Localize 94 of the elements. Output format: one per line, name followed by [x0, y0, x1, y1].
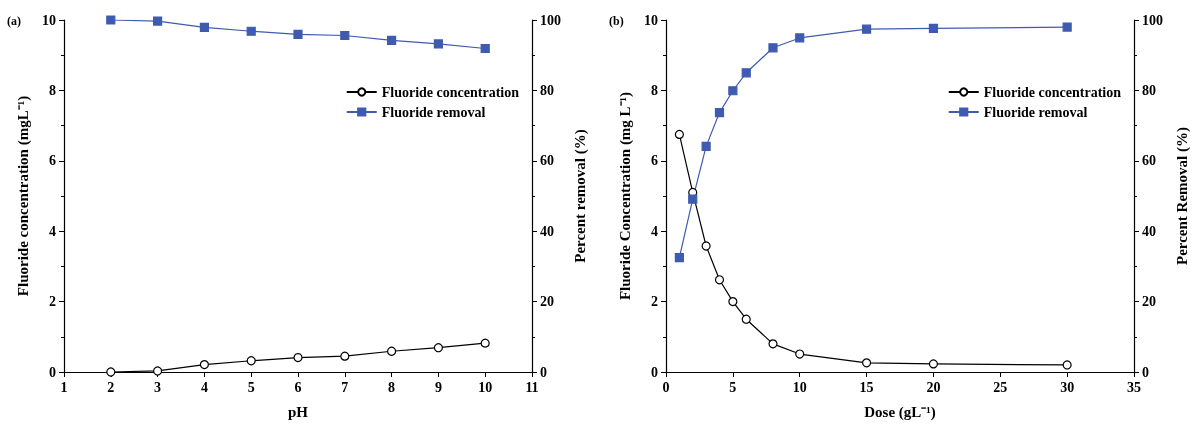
point: [688, 194, 698, 204]
point: [387, 35, 397, 46]
y-axis-title: Fluoride concentration (mgL⁻¹): [14, 95, 32, 297]
x-tick-label: 5: [729, 379, 737, 395]
y2-tick-label: 80: [540, 82, 554, 98]
point: [387, 346, 397, 356]
legend-label: Fluoride removal: [983, 104, 1088, 120]
point: [246, 26, 256, 36]
x-tick-label: 3: [154, 379, 162, 395]
point: [701, 141, 711, 151]
point: [1062, 22, 1072, 32]
point: [480, 43, 490, 54]
x-tick-label: 35: [1127, 379, 1141, 395]
x-axis-title: Dose (gL⁻¹): [864, 403, 936, 421]
legend-label: Fluoride removal: [381, 104, 486, 120]
x-tick-label: 10: [792, 379, 807, 395]
point: [795, 33, 805, 43]
y2-tick-label: 100: [1142, 12, 1163, 28]
point: [433, 39, 443, 49]
x-tick-label: 5: [247, 379, 255, 395]
y-tick-label: 2: [49, 294, 56, 310]
x-tick-label: 7: [341, 379, 349, 395]
x-tick-label: 1: [60, 379, 68, 395]
y2-tick-label: 80: [1142, 82, 1156, 98]
y-tick-label: 10: [42, 12, 56, 28]
x-tick-label: 30: [1060, 379, 1075, 395]
x-tick-label: 15: [859, 379, 874, 395]
y2-tick-label: 40: [540, 223, 554, 239]
point: [714, 107, 725, 118]
point: [1062, 360, 1072, 370]
point: [293, 29, 303, 40]
x-tick-label: 8: [388, 379, 396, 395]
y-tick-label: 8: [49, 82, 56, 98]
x-tick-label: 2: [107, 379, 115, 395]
point: [741, 314, 751, 324]
point: [674, 129, 684, 139]
point: [714, 275, 725, 285]
point: [480, 338, 490, 348]
y-tick-label: 0: [651, 364, 658, 380]
point: [106, 15, 116, 25]
point: [106, 367, 116, 377]
y2-axis-title: Percent Removal (%): [1173, 126, 1191, 266]
y2-axis-title: Percent removal (%): [571, 129, 589, 263]
chart-title: (b): [609, 14, 624, 28]
point: [861, 358, 872, 368]
y-axis-title: Fluoride Concentration (mg L⁻¹): [616, 91, 634, 301]
point: [199, 22, 209, 32]
y-tick-label: 0: [49, 364, 56, 380]
y-tick-label: 8: [651, 82, 658, 98]
x-tick-label: 9: [434, 379, 442, 395]
x-tick-label: 6: [294, 379, 302, 395]
point: [861, 24, 872, 34]
x-tick-label: 4: [200, 379, 208, 395]
y-tick-label: 4: [49, 223, 56, 239]
x-axis-title: pH: [287, 403, 309, 420]
y-tick-label: 10: [644, 12, 658, 28]
point: [340, 351, 350, 361]
point: [728, 86, 738, 96]
point: [340, 30, 350, 41]
point: [768, 43, 778, 53]
point: [928, 359, 939, 369]
point: [741, 68, 751, 78]
x-tick-label: 10: [478, 379, 493, 395]
x-tick-label: 25: [993, 379, 1008, 395]
point: [768, 339, 778, 349]
y2-tick-label: 0: [540, 364, 547, 380]
x-tick-label: 11: [525, 379, 539, 395]
point: [246, 356, 256, 366]
y-tick-label: 2: [651, 294, 658, 310]
point: [674, 253, 684, 263]
x-tick-label: 0: [662, 379, 670, 395]
chart-title: (a): [7, 14, 21, 28]
y-tick-label: 6: [49, 153, 56, 169]
point: [293, 352, 303, 363]
legend-label: Fluoride concentration: [381, 84, 520, 100]
y2-tick-label: 60: [1142, 153, 1156, 169]
legend-label: Fluoride concentration: [983, 84, 1122, 100]
point: [433, 343, 443, 353]
point: [928, 23, 939, 34]
y2-tick-label: 40: [1142, 223, 1156, 239]
y-tick-label: 4: [651, 223, 658, 239]
point: [701, 241, 711, 251]
point: [795, 349, 805, 359]
y2-tick-label: 100: [540, 12, 561, 28]
point: [153, 16, 163, 26]
point: [153, 366, 163, 376]
point: [199, 360, 209, 370]
y2-tick-label: 20: [1142, 294, 1156, 310]
y2-tick-label: 20: [540, 294, 554, 310]
y2-tick-label: 0: [1142, 364, 1149, 380]
point: [728, 297, 738, 307]
y-tick-label: 6: [651, 153, 658, 169]
y2-tick-label: 60: [540, 153, 554, 169]
x-tick-label: 20: [926, 379, 941, 395]
